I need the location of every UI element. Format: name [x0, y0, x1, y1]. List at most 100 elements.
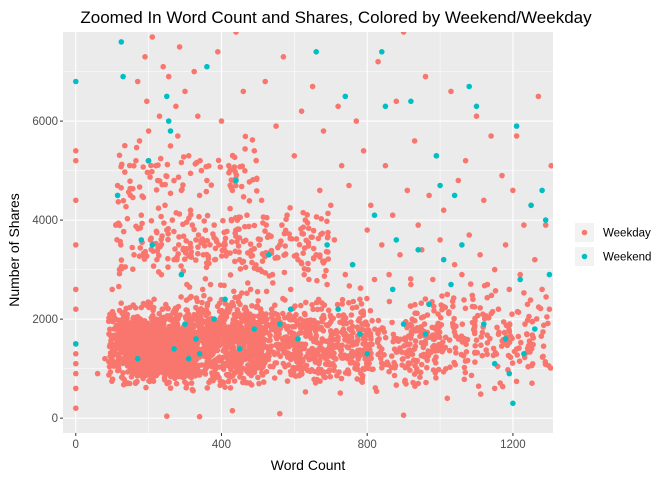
- weekday-point: [339, 301, 346, 307]
- weekday-point: [509, 335, 515, 342]
- weekday-point: [244, 351, 250, 357]
- weekday-point: [379, 346, 385, 352]
- weekday-point: [152, 359, 158, 366]
- weekday-point: [144, 98, 150, 105]
- weekday-point: [127, 192, 134, 199]
- weekday-point: [165, 361, 171, 368]
- weekend-point: [287, 306, 294, 313]
- weekday-point: [122, 344, 129, 351]
- weekday-point: [305, 350, 311, 357]
- weekday-point: [321, 273, 328, 279]
- weekday-point: [162, 370, 168, 377]
- weekday-point: [146, 378, 152, 384]
- weekday-point: [469, 303, 476, 310]
- weekday-point: [116, 270, 123, 277]
- weekday-point: [202, 362, 208, 369]
- weekday-point: [183, 385, 189, 391]
- weekday-point: [192, 161, 199, 167]
- weekday-point: [222, 312, 228, 318]
- x-axis-ticks: 0 400 800 1200: [73, 433, 526, 451]
- weekday-point: [139, 220, 145, 227]
- weekday-point: [328, 202, 334, 209]
- weekday-point: [342, 315, 349, 321]
- weekday-point: [172, 246, 178, 252]
- weekend-point: [502, 336, 509, 342]
- weekday-point: [300, 231, 307, 237]
- weekday-point: [327, 373, 334, 380]
- weekday-point: [167, 190, 174, 197]
- weekday-point: [540, 329, 546, 335]
- weekday-point: [450, 303, 456, 310]
- weekday-point: [233, 32, 239, 35]
- weekend-point: [73, 341, 79, 347]
- weekend-point: [491, 360, 498, 367]
- weekday-point: [506, 286, 513, 293]
- weekday-point: [440, 346, 447, 353]
- weekday-point: [281, 269, 288, 276]
- weekday-point: [255, 374, 261, 381]
- weekday-point: [159, 233, 165, 239]
- weekday-point: [317, 378, 323, 385]
- weekday-point: [412, 343, 419, 350]
- weekday-point: [243, 367, 250, 373]
- weekday-point: [151, 296, 157, 303]
- weekday-point: [245, 331, 251, 337]
- weekend-point: [451, 192, 458, 199]
- weekday-point: [164, 413, 170, 420]
- weekday-point: [231, 288, 237, 295]
- weekday-point: [158, 271, 165, 278]
- weekday-point: [207, 281, 214, 288]
- weekday-point: [204, 340, 211, 346]
- weekday-point: [149, 317, 156, 324]
- weekday-point: [137, 370, 144, 377]
- weekday-point: [358, 309, 364, 316]
- weekday-point: [154, 248, 161, 254]
- weekday-point: [227, 385, 234, 391]
- weekday-point: [265, 337, 272, 344]
- weekday-point: [452, 345, 459, 351]
- weekday-point: [446, 347, 453, 354]
- weekday-point: [144, 169, 151, 176]
- weekend-point: [164, 93, 170, 100]
- weekday-point: [195, 232, 202, 238]
- weekday-point: [451, 359, 457, 366]
- weekday-point: [277, 242, 283, 248]
- weekday-point: [480, 311, 486, 318]
- weekday-point: [244, 212, 250, 218]
- weekday-point: [478, 342, 484, 349]
- weekday-point: [501, 329, 508, 336]
- weekday-point: [129, 244, 135, 251]
- weekday-point: [202, 276, 209, 282]
- weekday-point: [430, 335, 437, 342]
- weekday-point: [330, 354, 336, 360]
- weekday-point: [227, 302, 234, 308]
- weekday-point: [202, 227, 209, 233]
- weekday-point: [217, 316, 223, 322]
- weekday-point: [440, 339, 446, 345]
- weekday-point: [422, 296, 429, 302]
- weekday-point: [301, 271, 308, 278]
- weekday-point: [272, 360, 279, 366]
- weekday-point: [251, 245, 257, 252]
- weekday-point: [346, 326, 353, 332]
- weekday-point: [298, 329, 305, 336]
- weekday-point: [173, 306, 179, 313]
- weekend-point: [528, 202, 534, 209]
- weekday-point: [73, 197, 79, 204]
- weekday-point: [232, 215, 239, 221]
- weekday-point: [190, 387, 196, 394]
- weekend-point: [506, 370, 513, 377]
- weekday-point: [439, 293, 445, 299]
- weekend-point: [513, 123, 520, 129]
- chart-title: Zoomed In Word Count and Shares, Colored…: [80, 8, 592, 27]
- weekday-point: [285, 362, 292, 368]
- weekday-point: [386, 368, 392, 375]
- weekday-point: [216, 357, 222, 364]
- weekday-point: [379, 242, 385, 248]
- weekday-point: [540, 343, 547, 350]
- weekday-point: [381, 329, 388, 335]
- weekend-point: [182, 321, 188, 327]
- weekday-point: [433, 323, 440, 330]
- weekday-point: [133, 144, 140, 151]
- weekday-point: [529, 380, 535, 387]
